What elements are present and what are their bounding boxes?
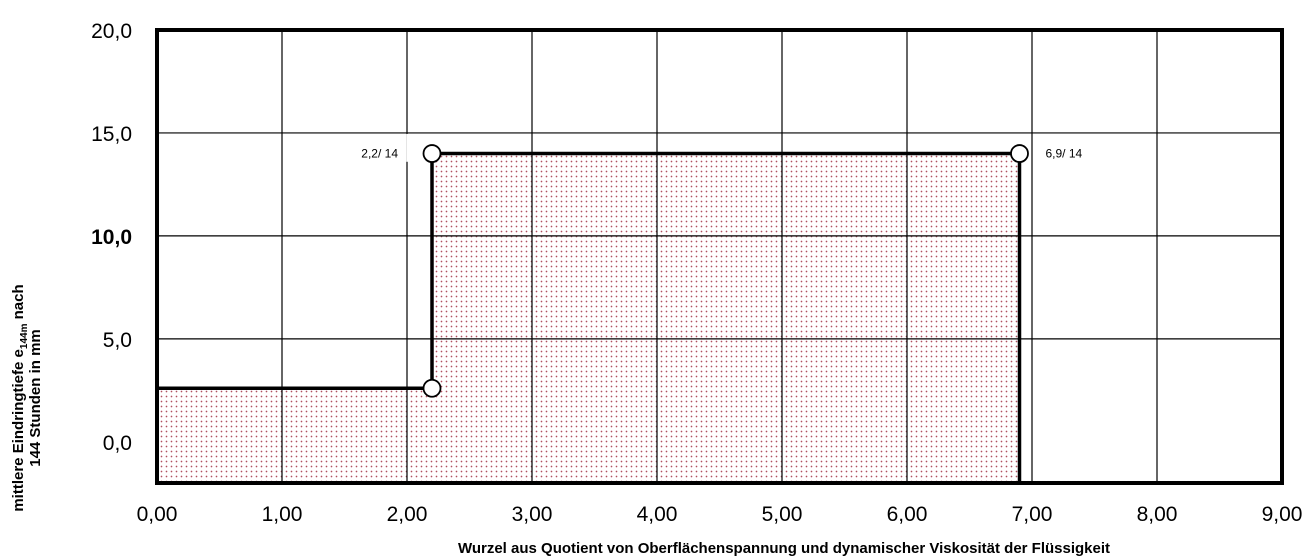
label-gap — [406, 133, 410, 162]
y-axis-title-line2: 144 Stunden in mm — [27, 329, 44, 467]
y-tick-label: 5,0 — [103, 329, 132, 352]
data-point — [422, 144, 442, 163]
x-tick-label: 3,00 — [512, 503, 553, 526]
x-tick-label: 1,00 — [262, 503, 303, 526]
data-point — [422, 378, 442, 398]
x-tick-label: 9,00 — [1262, 503, 1303, 526]
x-tick-label: 6,00 — [887, 503, 928, 526]
y-axis-title-pre: mittlere Eindringtiefe e — [10, 349, 27, 512]
x-tick-label: 7,00 — [1012, 503, 1053, 526]
y-axis-title-post: nach — [10, 284, 27, 323]
y-tick-label: 0,0 — [103, 432, 132, 455]
x-tick-label: 0,00 — [137, 503, 178, 526]
y-axis-title-sub: 144m — [19, 323, 30, 349]
x-tick-label: 8,00 — [1137, 503, 1178, 526]
plot-frame — [155, 28, 1284, 485]
data-point-label: 2,2/ 14 — [361, 147, 398, 161]
x-tick-label: 2,00 — [387, 503, 428, 526]
y-tick-label: 15,0 — [91, 123, 132, 146]
y-tick-label: 20,0 — [91, 20, 132, 43]
data-point-label: 6,9/ 14 — [1046, 147, 1083, 161]
y-axis-title-line1: mittlere Eindringtiefe e144m nach — [10, 284, 30, 511]
x-tick-label: 5,00 — [762, 503, 803, 526]
x-tick-label: 4,00 — [637, 503, 678, 526]
y-tick-label: 10,0 — [91, 226, 132, 249]
series-area-fill — [157, 153, 1020, 483]
data-point — [1010, 144, 1029, 163]
x-axis-title: Wurzel aus Quotient von Oberflächenspann… — [458, 540, 1110, 557]
